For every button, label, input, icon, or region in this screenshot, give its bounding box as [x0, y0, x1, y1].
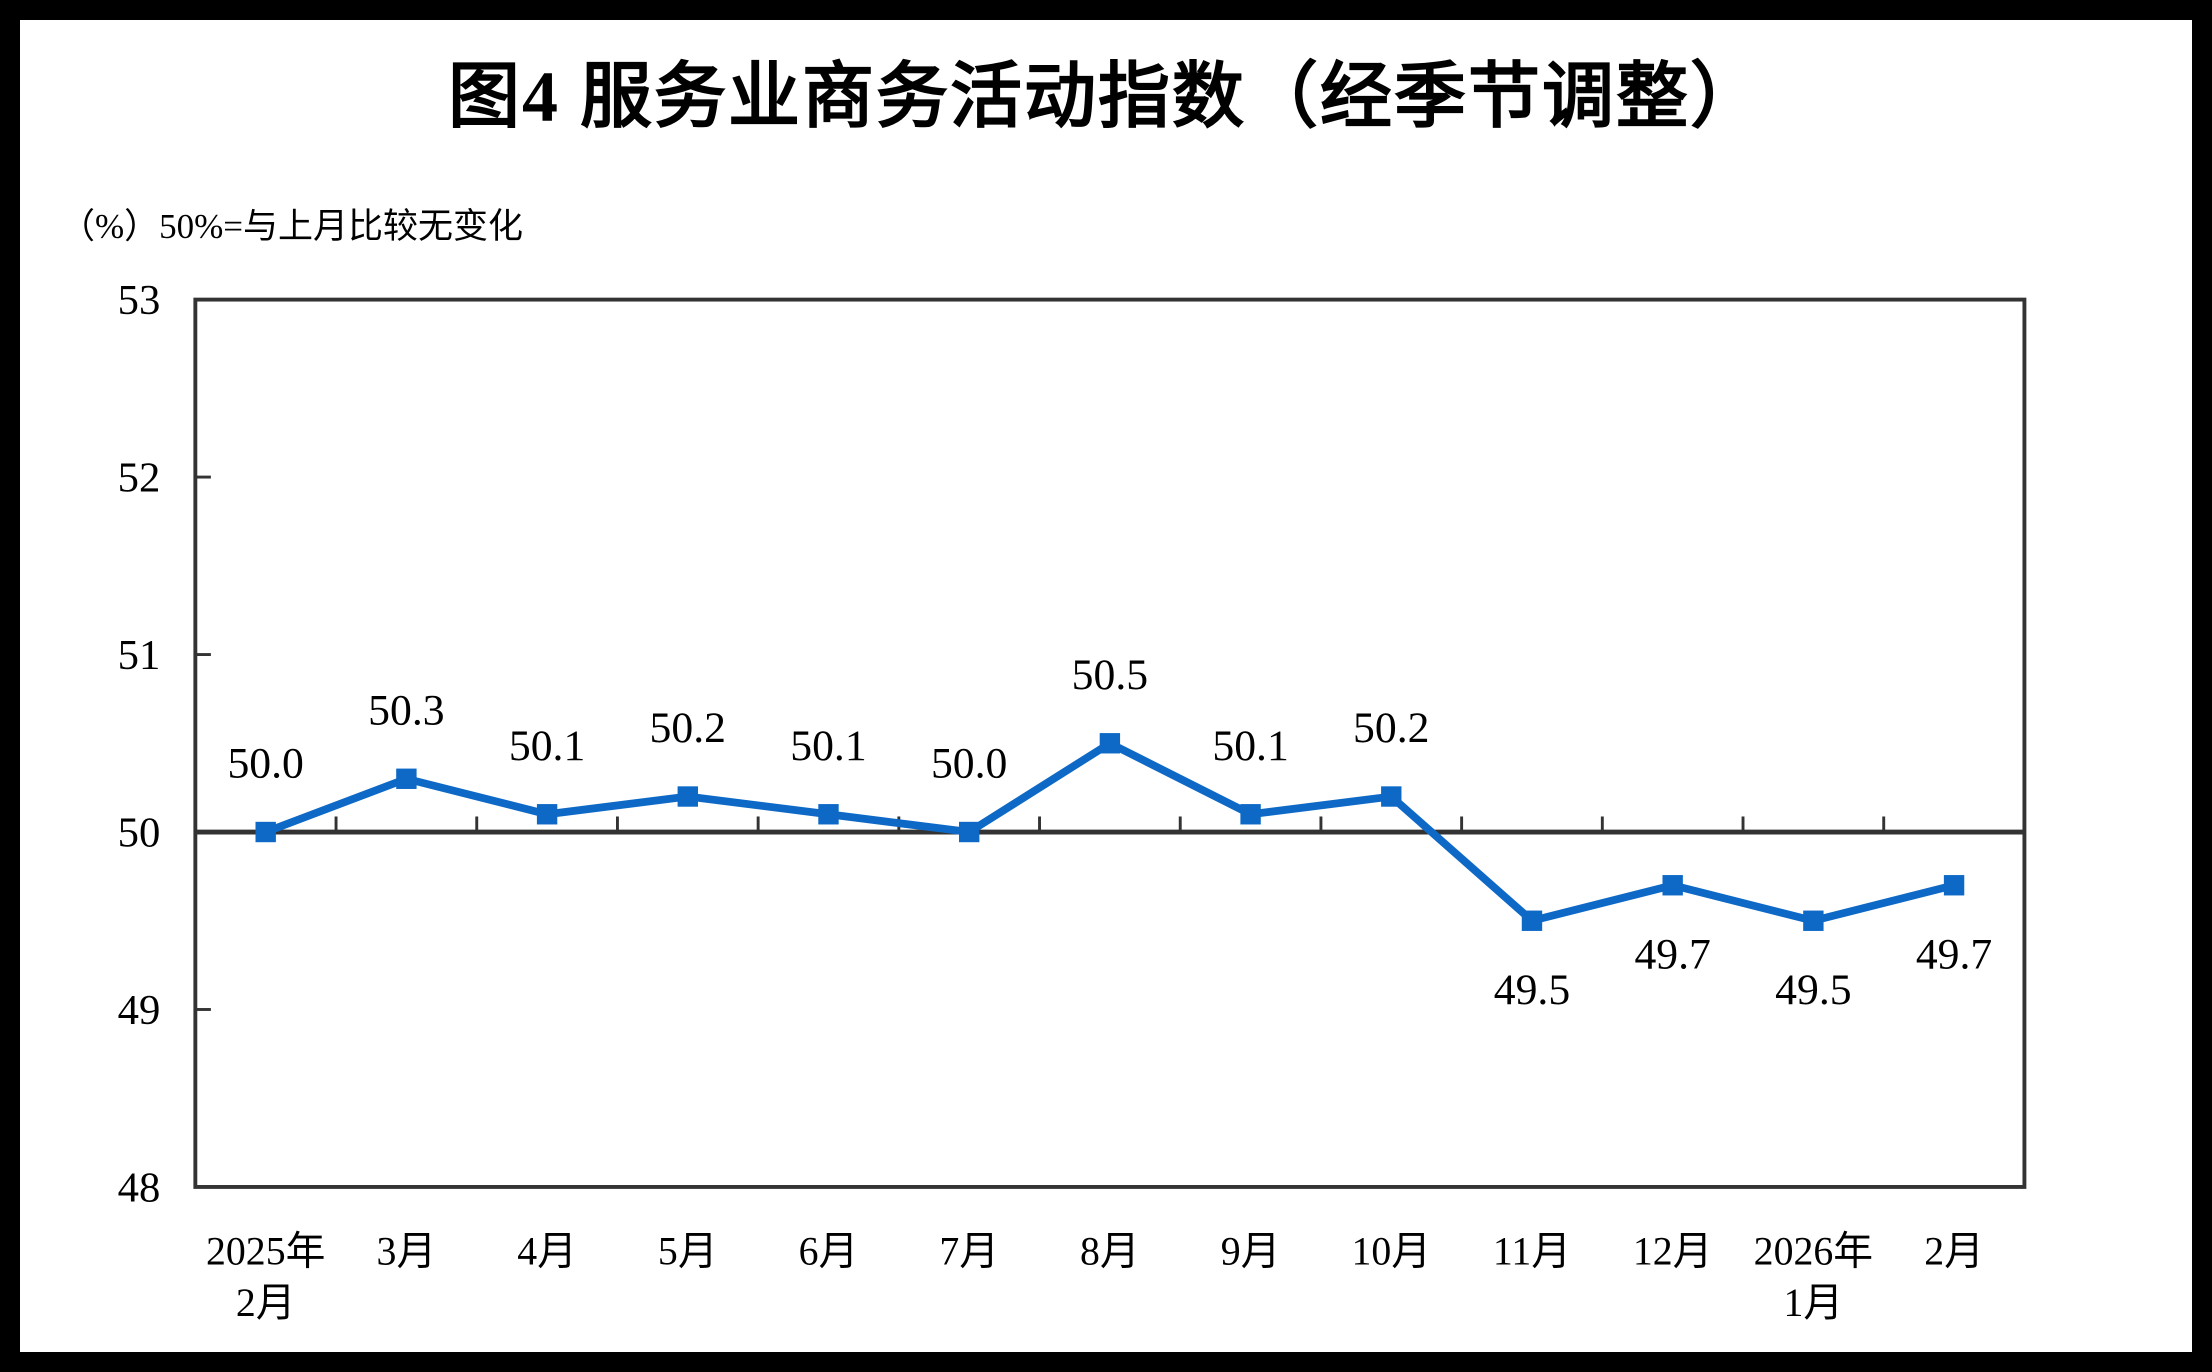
data-label: 50.1 [790, 722, 866, 770]
data-point-marker [1099, 733, 1121, 754]
x-axis-category-label: 4月 [517, 1230, 577, 1274]
data-point-marker [536, 804, 558, 825]
data-label: 50.3 [368, 686, 444, 734]
y-axis-tick-label: 48 [118, 1165, 161, 1212]
data-label: 50.2 [1353, 704, 1429, 752]
x-axis-category-label: 9月 [1221, 1230, 1281, 1274]
y-axis-tick-label: 50 [118, 810, 161, 857]
x-axis-category-label: 6月 [799, 1230, 859, 1274]
data-label: 50.1 [1212, 722, 1288, 770]
y-axis-tick-label: 52 [118, 455, 161, 502]
data-label: 50.5 [1072, 651, 1148, 699]
x-axis-category-label: 8月 [1080, 1230, 1140, 1274]
data-label: 49.7 [1916, 931, 1992, 979]
y-axis-tick-label: 53 [118, 277, 161, 324]
x-axis-category-label: 2025年 2月 [206, 1230, 325, 1325]
axis-unit-note: （%）50%=与上月比较无变化 [60, 207, 524, 246]
data-point-marker [677, 786, 698, 807]
data-point-marker [396, 768, 417, 789]
data-label: 50.0 [931, 740, 1007, 788]
x-axis-category-label: 3月 [377, 1230, 437, 1274]
x-axis-category-label: 7月 [939, 1230, 999, 1274]
x-axis-category-label: 10月 [1351, 1230, 1431, 1274]
data-point-marker [1381, 786, 1402, 807]
data-point-marker [1662, 875, 1683, 896]
data-point-marker [255, 821, 276, 843]
data-point-marker [818, 804, 839, 825]
data-point-marker [1521, 910, 1543, 931]
y-axis-tick-label: 51 [118, 632, 161, 679]
data-point-marker [958, 821, 980, 843]
x-axis-category-label: 12月 [1633, 1230, 1713, 1274]
data-label: 50.2 [650, 704, 726, 752]
data-label: 49.5 [1494, 966, 1570, 1014]
data-label: 49.7 [1634, 931, 1710, 979]
x-axis-category-label: 5月 [658, 1230, 718, 1274]
y-axis-tick-label: 49 [118, 987, 161, 1034]
plot-area-border [193, 297, 2027, 1189]
data-label: 50.0 [227, 740, 303, 788]
data-point-marker [1803, 910, 1824, 931]
data-label: 50.1 [509, 722, 585, 770]
data-label: 49.5 [1775, 966, 1851, 1014]
x-axis-category-label: 2月 [1924, 1230, 1984, 1274]
chart-title: 图4 服务业商务活动指数（经季节调整） [447, 57, 1764, 137]
x-axis-category-label: 11月 [1493, 1230, 1571, 1274]
x-axis-category-label: 2026年 1月 [1754, 1230, 1873, 1325]
line-chart: 48 49 50 51 52 53 50.0 50.3 50.1 50.2 50.1 50.0 50.5… [118, 277, 2027, 1325]
data-point-marker [1240, 804, 1261, 825]
data-point-marker [1943, 875, 1965, 896]
